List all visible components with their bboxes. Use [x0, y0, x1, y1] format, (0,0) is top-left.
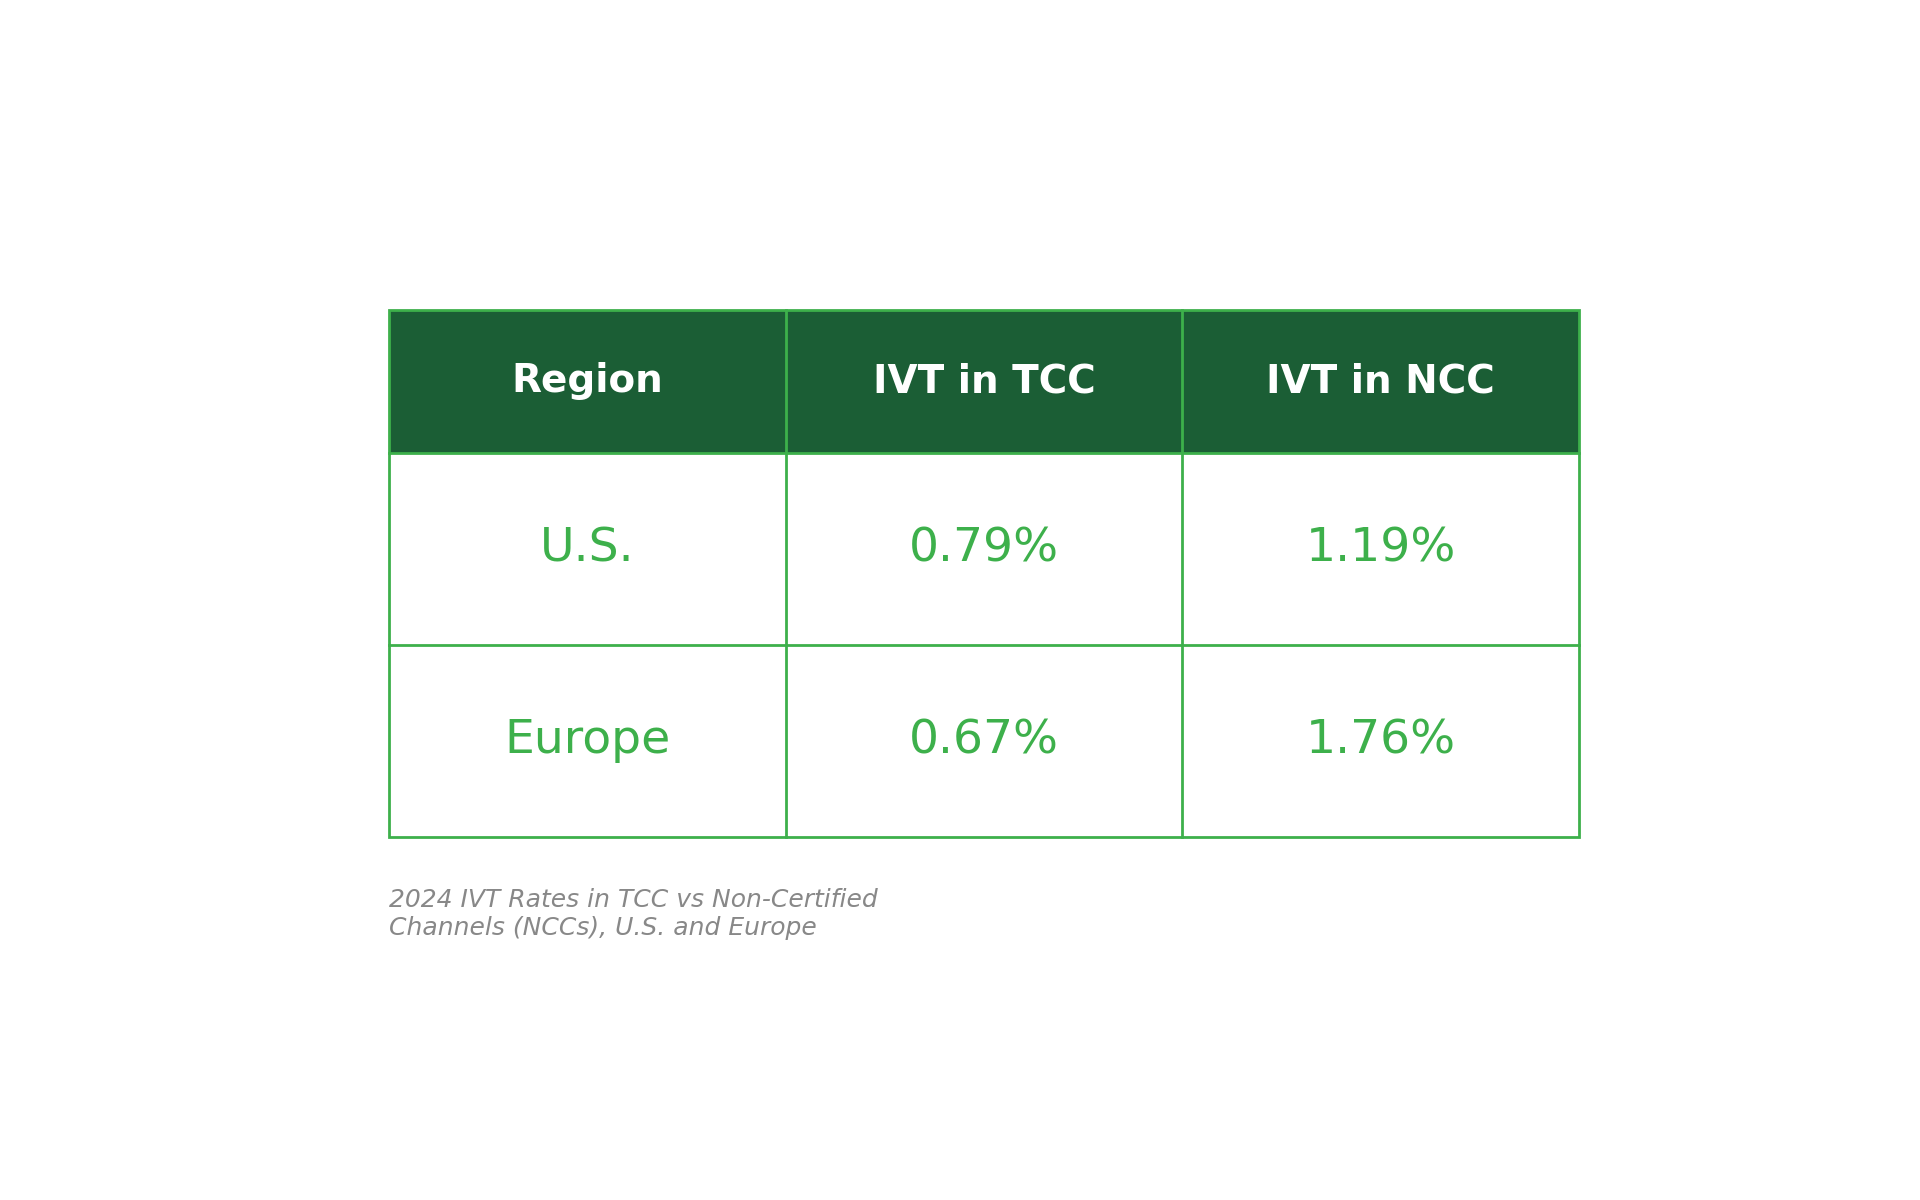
Text: Europe: Europe [505, 719, 670, 763]
Text: Region: Region [511, 362, 662, 401]
Text: 0.79%: 0.79% [908, 526, 1060, 571]
Text: 0.67%: 0.67% [908, 719, 1060, 763]
Text: U.S.: U.S. [540, 526, 634, 571]
Text: IVT in NCC: IVT in NCC [1267, 362, 1496, 401]
Text: 1.76%: 1.76% [1306, 719, 1455, 763]
Text: IVT in TCC: IVT in TCC [872, 362, 1096, 401]
Text: 2024 IVT Rates in TCC vs Non-Certified
Channels (NCCs), U.S. and Europe: 2024 IVT Rates in TCC vs Non-Certified C… [388, 888, 877, 940]
Text: 1.19%: 1.19% [1306, 526, 1455, 571]
